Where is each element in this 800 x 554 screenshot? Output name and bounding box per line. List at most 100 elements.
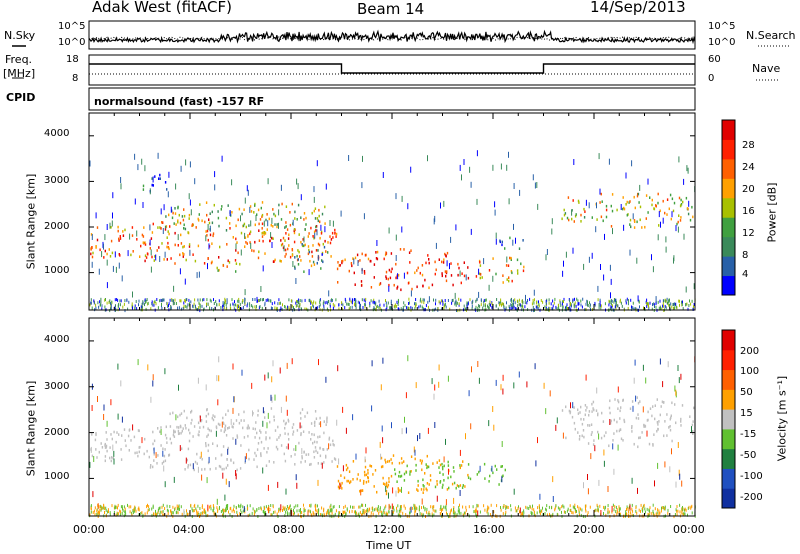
velocity-cell	[104, 455, 107, 458]
velocity-scatter-cell	[317, 479, 319, 486]
velocity-scatter-cell	[585, 374, 587, 381]
velocity-noise-cell	[586, 513, 588, 517]
power-noise-cell	[364, 303, 366, 307]
velocity-cell	[136, 451, 138, 454]
velocity-cell	[101, 446, 104, 449]
velocity-noise-cell	[404, 506, 406, 510]
power-cell	[294, 210, 296, 214]
velocity-scatter-cell	[500, 384, 502, 391]
velocity-noise-cell	[631, 507, 633, 511]
power-cell	[164, 181, 167, 184]
velocity-cell	[246, 427, 249, 430]
power-scatter-cell	[114, 251, 116, 258]
velocity-cell	[609, 421, 612, 425]
power-noise-cell	[284, 305, 286, 308]
power-cell	[109, 255, 112, 258]
power-scatter-cell	[250, 220, 252, 227]
power-noise-cell	[185, 298, 187, 302]
velocity-scatter-cell	[280, 406, 282, 413]
velocity-colorbar-segment	[722, 428, 735, 450]
power-noise-cell	[259, 299, 261, 302]
vel-cbar-tick-50: 50	[740, 387, 753, 398]
velocity-cell	[248, 426, 250, 430]
velocity-cell	[280, 444, 283, 447]
velocity-scatter-cell	[405, 392, 407, 399]
power-noise-cell	[312, 302, 314, 305]
power-noise-cell	[225, 299, 227, 303]
velocity-cell	[691, 423, 694, 427]
power-cell	[103, 256, 105, 259]
velocity-noise-cell	[116, 512, 118, 516]
power-cell	[177, 220, 179, 224]
velocity-noise-cell	[444, 506, 446, 510]
power-cell	[243, 208, 245, 211]
power-noise-cell	[210, 299, 212, 303]
velocity-scatter-cell	[179, 445, 181, 452]
power-scatter-cell	[149, 224, 151, 231]
power-noise-cell	[334, 304, 336, 308]
velocity-noise-cell	[644, 507, 646, 511]
velocity-noise-cell	[299, 510, 301, 514]
velocity-noise-cell	[381, 510, 383, 514]
power-noise-cell	[168, 304, 169, 308]
power-cell	[317, 242, 320, 246]
power-cell	[318, 208, 320, 212]
velocity-noise-cell	[679, 503, 681, 507]
velocity-cell	[263, 447, 265, 450]
power-cell	[299, 255, 301, 258]
power-scatter-cell	[190, 209, 192, 216]
velocity-noise-cell	[264, 511, 266, 514]
velocity-cell	[347, 479, 350, 483]
power-cell	[327, 241, 329, 244]
velocity-noise-cell	[157, 508, 159, 512]
velocity-scatter-cell	[491, 465, 493, 472]
velocity-cell	[469, 477, 472, 481]
power-cell	[270, 224, 272, 227]
velocity-cell	[442, 473, 444, 476]
velocity-noise-cell	[315, 508, 316, 512]
power-noise-cell	[145, 307, 147, 311]
power-scatter-cell	[100, 297, 102, 304]
velocity-noise-cell	[270, 504, 272, 507]
power-noise-cell	[440, 299, 442, 303]
velocity-cell	[217, 422, 220, 426]
velocity-cell	[200, 419, 203, 422]
power-noise-cell	[288, 306, 290, 310]
velocity-cell	[207, 433, 209, 437]
velocity-cell	[152, 430, 154, 434]
power-noise-cell	[433, 298, 434, 302]
power-scatter-cell	[459, 164, 461, 171]
power-cell	[563, 208, 565, 212]
velocity-noise-cell	[238, 504, 240, 508]
velocity-scatter-cell	[175, 414, 177, 421]
power-noise-cell	[252, 305, 254, 309]
power-noise-cell	[201, 304, 203, 308]
power-cell	[629, 200, 631, 203]
power-noise-cell	[211, 307, 213, 310]
power-noise-cell	[194, 304, 196, 308]
power-cell	[300, 259, 302, 262]
velocity-noise-cell	[525, 505, 527, 509]
power-cell	[261, 232, 263, 235]
velocity-cell	[301, 408, 304, 411]
power-scatter-cell	[512, 239, 514, 246]
velocity-noise-cell	[629, 511, 631, 515]
power-scatter-cell	[152, 176, 154, 183]
velocity-cell	[390, 474, 393, 478]
power-cell	[651, 198, 653, 202]
velocity-noise-cell	[180, 505, 182, 509]
power-scatter-cell	[351, 298, 353, 305]
power-scatter-cell	[255, 215, 257, 221]
velocity-noise-cell	[247, 506, 249, 510]
velocity-noise-cell	[226, 504, 228, 507]
velocity-noise-cell	[210, 504, 212, 508]
power-cell	[351, 264, 353, 268]
power-cell	[180, 233, 182, 237]
velocity-noise-cell	[431, 512, 433, 516]
power-scatter-cell	[110, 303, 112, 310]
velocity-cell	[649, 407, 652, 410]
velocity-scatter-cell	[535, 460, 537, 467]
velocity-cell	[658, 420, 660, 423]
power-scatter-cell	[214, 184, 216, 191]
velocity-noise-cell	[327, 509, 329, 513]
